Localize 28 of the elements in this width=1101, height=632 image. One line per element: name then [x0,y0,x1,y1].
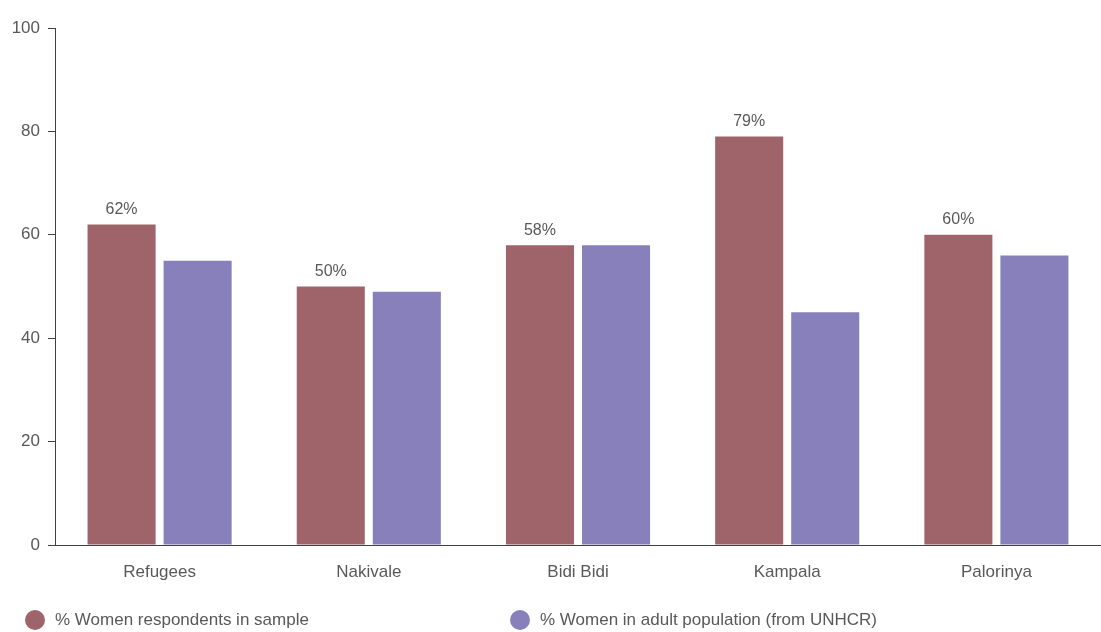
x-tick-label: Nakivale [336,561,402,581]
y-tick-label: 80 [21,121,40,141]
bar [505,245,575,545]
data-label: 60% [942,210,975,228]
bar [715,136,784,545]
y-tick-label: 0 [30,534,40,554]
bar [1000,255,1069,545]
bar [296,286,365,545]
x-tick-label: Kampala [753,561,822,581]
legend-label: % Women respondents in sample [55,610,309,630]
y-tick-label: 40 [21,327,40,347]
bar [791,312,860,545]
bar [87,224,156,545]
y-tick-label: 60 [21,224,40,244]
data-label: 62% [105,199,138,217]
y-tick-label: 100 [11,17,40,37]
data-label: 50% [314,261,347,279]
bar [924,234,993,545]
x-tick-label: Refugees [123,561,196,581]
y-tick-label: 20 [21,431,40,451]
x-tick-label: Bidi Bidi [547,561,609,581]
bar [163,260,232,545]
bar [372,291,441,545]
data-label: 79% [733,111,766,129]
data-label: 58% [523,220,556,238]
bar [581,245,651,545]
legend-label: % Women in adult population (from UNHCR) [540,610,877,630]
x-tick-label: Palorinya [960,561,1033,581]
